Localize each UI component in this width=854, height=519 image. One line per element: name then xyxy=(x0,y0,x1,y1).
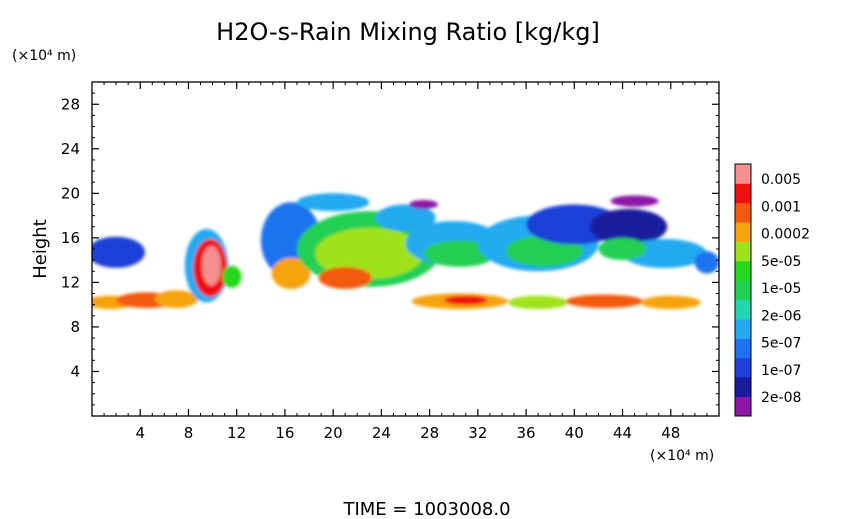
x-tick-label-6: 28 xyxy=(420,424,439,442)
colorbar-label-3: 2e-06 xyxy=(761,308,801,324)
y-tick-label-1: 8 xyxy=(70,318,80,336)
chart-title: H2O-s-Rain Mixing Ratio [kg/kg] xyxy=(216,18,600,46)
colorbar: 2e-08 1e-07 5e-07 2e-06 1e-05 5e-05 0.0002 0.00… xyxy=(734,163,810,417)
x-axis-unit: (×10⁴ m) xyxy=(650,448,714,464)
data-patch-29 xyxy=(610,195,659,207)
y-tick-label-2: 12 xyxy=(61,273,80,291)
colorbar-swatch-9 xyxy=(735,222,751,242)
colorbar-swatch-7 xyxy=(735,260,751,281)
time-footer: TIME = 1003008.0 xyxy=(342,499,510,519)
x-tick-label-1: 8 xyxy=(184,424,194,442)
x-tick-label-4: 20 xyxy=(324,424,343,442)
x-tick-label-5: 24 xyxy=(372,424,391,442)
data-patch-12 xyxy=(315,227,424,280)
data-patch-0 xyxy=(92,236,145,268)
x-tick-label-8: 36 xyxy=(517,424,536,442)
data-patch-27 xyxy=(565,294,644,308)
colorbar-label-2: 5e-07 xyxy=(761,336,801,352)
y-tick-label-6: 28 xyxy=(61,95,80,113)
data-patch-10 xyxy=(271,257,311,290)
x-tick-label-0: 4 xyxy=(135,424,145,442)
y-axis-ticks: 4 8 12 16 20 24 28 xyxy=(61,92,719,406)
data-patch-6 xyxy=(201,245,221,286)
x-tick-label-7: 32 xyxy=(468,424,487,442)
data-patch-25 xyxy=(444,295,488,305)
colorbar-label-5: 5e-05 xyxy=(761,254,801,270)
colorbar-swatch-0 xyxy=(735,396,751,417)
y-tick-label-4: 20 xyxy=(61,184,80,202)
data-patch-3 xyxy=(154,290,199,308)
colorbar-swatch-2 xyxy=(735,357,751,378)
data-patch-9 xyxy=(297,193,370,212)
x-tick-label-3: 16 xyxy=(275,424,294,442)
heatmap-field xyxy=(92,193,719,310)
data-patch-30 xyxy=(409,200,439,209)
y-tick-label-5: 24 xyxy=(61,140,80,158)
colorbar-label-0: 2e-08 xyxy=(761,390,801,406)
data-patch-26 xyxy=(507,295,569,310)
colorbar-swatch-6 xyxy=(735,280,751,301)
data-patch-20 xyxy=(590,208,668,245)
colorbar-label-7: 0.001 xyxy=(761,199,801,215)
colorbar-frame xyxy=(734,163,752,417)
y-axis-unit: (×10⁴ m) xyxy=(12,48,76,64)
colorbar-swatch-3 xyxy=(735,338,751,359)
colorbar-swatch-4 xyxy=(735,319,751,339)
colorbar-label-1: 1e-07 xyxy=(761,363,801,379)
colorbar-swatch-10 xyxy=(735,202,751,223)
data-patch-22 xyxy=(598,237,647,261)
colorbar-swatch-8 xyxy=(735,241,751,262)
x-tick-label-2: 12 xyxy=(227,424,246,442)
data-patch-28 xyxy=(640,295,701,310)
data-patch-16 xyxy=(423,240,496,267)
colorbar-swatch-12 xyxy=(735,164,751,184)
colorbar-swatch-5 xyxy=(735,299,751,320)
data-patch-13 xyxy=(318,266,372,289)
x-axis-ticks: 4 8 12 16 20 24 28 32 36 40 44 48 xyxy=(103,82,708,442)
x-tick-label-11: 48 xyxy=(661,424,680,442)
colorbar-label-4: 1e-05 xyxy=(761,281,801,297)
data-patch-7 xyxy=(222,265,242,288)
colorbar-label-6: 0.0002 xyxy=(761,227,810,243)
colorbar-label-8: 0.005 xyxy=(761,172,801,188)
y-axis-label: Height xyxy=(30,219,51,279)
data-patch-23 xyxy=(694,251,719,274)
x-tick-label-10: 44 xyxy=(613,424,632,442)
colorbar-swatch-11 xyxy=(735,183,751,204)
data-patch-14 xyxy=(375,204,436,232)
y-tick-label-3: 16 xyxy=(61,229,80,247)
colorbar-swatch-1 xyxy=(735,377,751,397)
x-tick-label-9: 40 xyxy=(565,424,584,442)
y-tick-label-0: 4 xyxy=(70,362,80,380)
